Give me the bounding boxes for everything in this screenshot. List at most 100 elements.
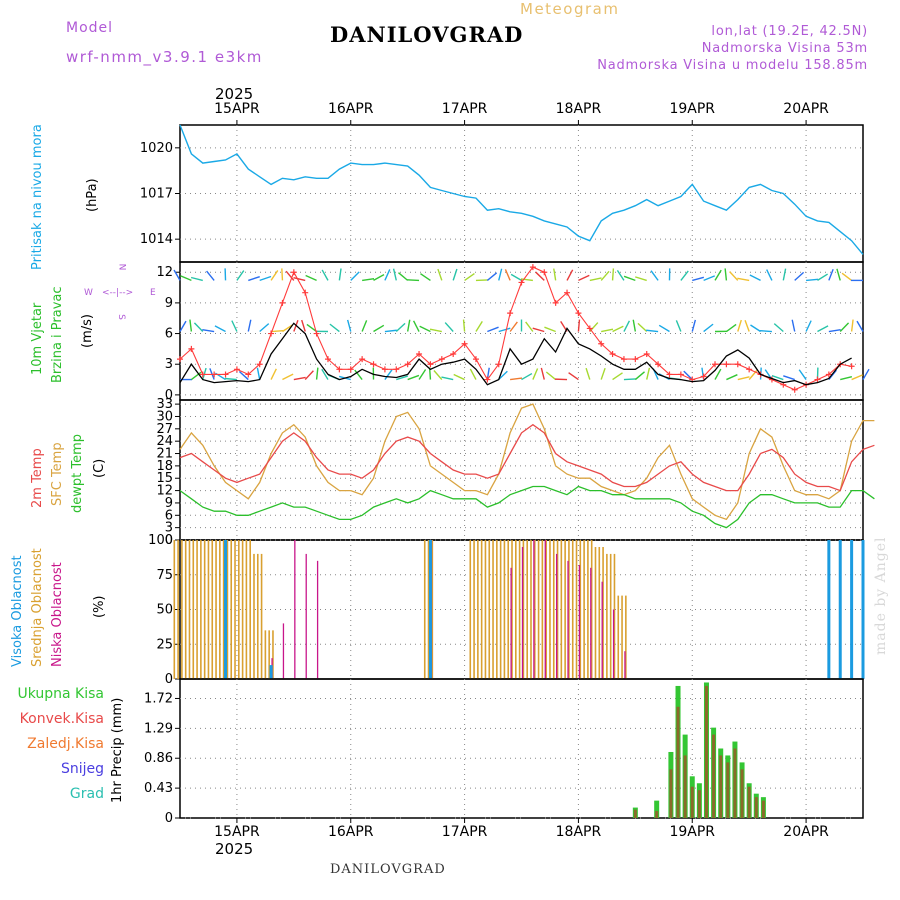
wind-barb-1-55	[805, 320, 812, 332]
temp-ytick-label-1: 3	[165, 521, 173, 536]
precip-conv-bar-9	[697, 790, 701, 818]
precip-type-frozen: Zaledj.Kisa	[27, 736, 104, 752]
wind-gust-marker-1	[188, 345, 195, 352]
sfc-temp-series	[179, 403, 875, 521]
wind-barb-2-50	[737, 277, 750, 282]
wind-barb-0-55	[798, 369, 807, 380]
wind-gust-marker-20	[404, 361, 411, 368]
wind-barb-2-3	[206, 270, 215, 281]
wind-barb-2-16	[362, 278, 375, 282]
wind-gust-marker-11	[302, 289, 309, 296]
wind-barb-1-43	[658, 324, 670, 333]
cloud-ytick-label-2: 50	[156, 603, 173, 618]
wind-barb-2-24	[452, 268, 458, 281]
wind-barb-2-54	[794, 271, 805, 281]
wind-gust-marker-4	[222, 371, 229, 378]
precip-type-graupel: Grad	[69, 786, 104, 802]
cloud-ytick-label-4: 100	[148, 533, 173, 548]
wind-barb-0-32	[540, 367, 545, 380]
wind-barb-2-23	[437, 268, 443, 281]
wind-barb-1-56	[817, 325, 829, 333]
wind-barb-0-53	[771, 374, 784, 381]
wind-ytick-label-2: 6	[165, 327, 173, 342]
time-label-bottom-1: 16APR	[328, 824, 374, 840]
wind-gust-marker-32	[541, 269, 548, 276]
temp2m-series	[179, 423, 875, 492]
wind-gust-marker-36	[586, 325, 593, 332]
wind-barb-2-12	[305, 274, 317, 282]
wind-barb-2-49	[729, 271, 739, 281]
wind-barb-1-29	[509, 321, 518, 332]
temp-ytick-label-11: 33	[156, 397, 173, 412]
time-label-bottom-0: 15APR	[214, 824, 260, 840]
wind-barb-2-10	[285, 270, 295, 281]
wind-barb-0-25	[453, 373, 465, 381]
wind-barb-2-13	[321, 269, 329, 281]
time-label-bottom-2: 17APR	[442, 824, 488, 840]
wind-gust-marker-57	[825, 371, 832, 378]
precip-conv-bar-16	[747, 786, 751, 818]
wind-gust-marker-30	[518, 279, 525, 286]
wind-gust-marker-9	[279, 299, 286, 306]
page-title: DANILOVGRAD	[330, 22, 524, 47]
time-label-top-1: 16APR	[328, 101, 374, 117]
compass-w: W	[84, 288, 93, 298]
wind-barb-1-19	[395, 322, 406, 333]
wind-barb-2-8	[270, 270, 279, 281]
wind-barb-2-19	[392, 268, 397, 281]
wind-gust-marker-6	[245, 371, 252, 378]
wind-barb-0-5	[224, 377, 237, 381]
temp-ytick-label-4: 12	[156, 484, 173, 499]
wind-barb-1-50	[744, 319, 750, 332]
wind-barb-2-27	[486, 272, 498, 281]
footer-city: DANILOVGRAD	[330, 862, 446, 877]
wind-barb-1-37	[601, 328, 614, 333]
wind-barb-0-2	[202, 367, 207, 380]
wind-barb-2-32	[535, 271, 545, 281]
wind-barb-2-22	[420, 273, 431, 281]
wind-barb-2-33	[553, 268, 557, 281]
cloud-ytick-label-3: 75	[156, 568, 173, 583]
wind-barb-2-20	[398, 272, 409, 281]
temp-ytick-label-7: 21	[156, 447, 173, 462]
wind-barb-1-16	[361, 320, 368, 332]
wind-gust-marker-50	[746, 366, 753, 373]
wind-gust-marker-35	[575, 310, 582, 317]
wind-gust-marker-26	[472, 356, 479, 363]
wind-barb-2-2	[190, 276, 203, 282]
wind-barb-1-26	[475, 320, 483, 332]
wind-gust-marker-13	[324, 356, 331, 363]
cloud-ytick-label-1: 25	[156, 637, 173, 652]
time-label-top-2: 17APR	[442, 101, 488, 117]
temp-panel	[179, 399, 864, 541]
precip-total-bar-3	[654, 800, 660, 818]
wind-barb-1-11	[301, 319, 306, 332]
wind-ytick-label-4: 12	[156, 265, 173, 280]
wind-barb-1-22	[419, 325, 431, 333]
wind-barb-1-20	[406, 319, 411, 332]
temp-ytick-label-9: 27	[156, 422, 173, 437]
wind-barb-0-60	[862, 368, 870, 380]
cloud-high-bar-57	[827, 540, 831, 679]
wind-barb-1-3	[202, 328, 215, 333]
wind-barb-1-28	[498, 327, 511, 333]
wind-barb-0-11	[304, 370, 314, 381]
wind-barb-2-48	[724, 268, 728, 281]
wind-barb-0-18	[384, 369, 393, 380]
compass-e: E	[150, 288, 156, 298]
cloud-high-bar-60	[861, 540, 865, 679]
wind-gust-marker-12	[313, 330, 320, 337]
wind-barb-0-20	[407, 374, 420, 381]
wind-gust-marker-29	[507, 310, 514, 317]
precip-conv-bar-6	[676, 706, 680, 818]
precip-conv-bar-7	[683, 755, 687, 818]
wind-barb-2-56	[817, 273, 829, 281]
wind-barb-1-15	[346, 319, 352, 332]
wind-barb-0-22	[428, 367, 432, 380]
wind-barb-2-11	[293, 277, 306, 282]
wind-gust-marker-2	[199, 371, 206, 378]
wind-barb-0-39	[623, 378, 636, 381]
wind-barb-2-21	[407, 279, 420, 282]
wind-gust-marker-8	[268, 330, 275, 337]
year-top-label: 2025	[215, 85, 254, 103]
